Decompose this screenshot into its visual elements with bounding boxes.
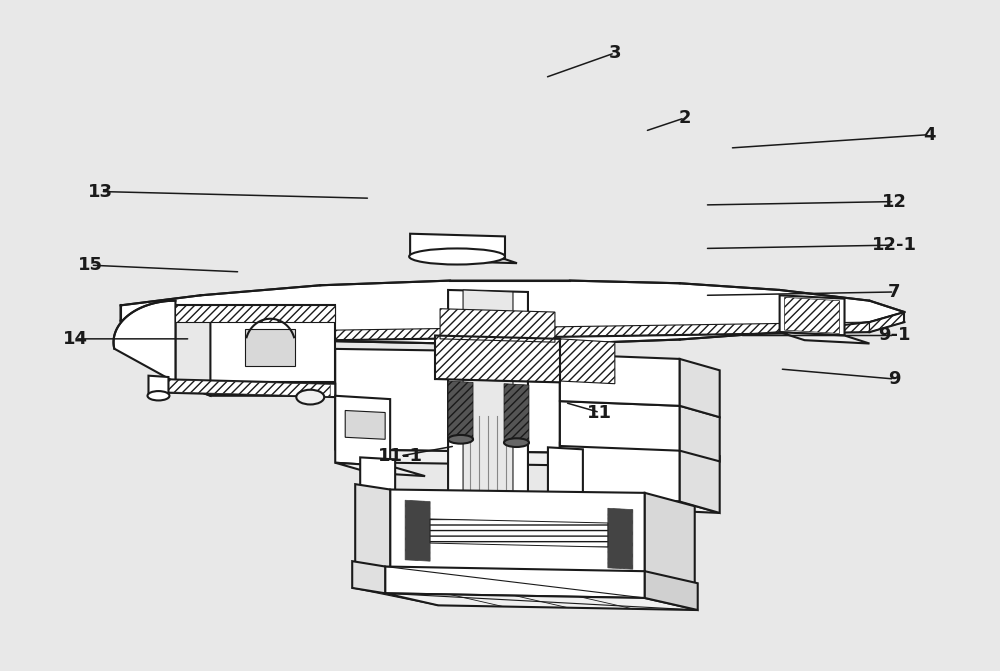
Polygon shape [410,256,517,263]
Polygon shape [410,234,505,259]
Text: 4: 4 [923,125,936,144]
Polygon shape [385,566,645,598]
Polygon shape [355,484,390,570]
Text: 9: 9 [888,370,901,388]
Polygon shape [121,280,904,344]
Polygon shape [680,359,720,417]
Polygon shape [160,380,330,397]
Text: 13: 13 [88,183,113,201]
Polygon shape [335,349,560,453]
Polygon shape [560,339,615,384]
Polygon shape [345,411,385,440]
Ellipse shape [360,500,396,512]
Polygon shape [645,493,695,586]
Polygon shape [869,312,904,332]
Ellipse shape [296,390,324,405]
Polygon shape [435,336,560,382]
Polygon shape [390,570,695,586]
Text: 9-1: 9-1 [878,327,911,344]
Polygon shape [645,571,698,610]
Ellipse shape [409,248,505,264]
Polygon shape [175,382,370,396]
Polygon shape [548,448,583,515]
Polygon shape [608,508,633,569]
Polygon shape [448,290,528,595]
Polygon shape [360,458,395,508]
Polygon shape [448,381,473,441]
Polygon shape [680,406,720,462]
Polygon shape [335,396,390,466]
Polygon shape [200,322,869,342]
Polygon shape [175,305,335,382]
Text: 2: 2 [678,109,691,127]
Text: 12: 12 [882,193,907,211]
Polygon shape [335,463,425,476]
Text: 11-1: 11-1 [378,447,423,465]
Text: 15: 15 [78,256,103,274]
Polygon shape [114,301,175,382]
Text: 14: 14 [63,330,88,348]
Polygon shape [463,290,513,595]
Polygon shape [680,446,720,513]
Ellipse shape [147,391,169,401]
Polygon shape [785,297,840,333]
Polygon shape [405,500,430,561]
Polygon shape [560,354,680,406]
Text: 11: 11 [587,403,612,421]
Text: 12-1: 12-1 [872,236,917,254]
Polygon shape [560,401,680,451]
Polygon shape [121,321,200,342]
Polygon shape [560,443,680,501]
Text: 7: 7 [888,283,901,301]
Polygon shape [504,384,529,444]
Text: 3: 3 [609,44,621,62]
Polygon shape [148,376,168,397]
Polygon shape [155,379,335,397]
Polygon shape [440,309,555,342]
Polygon shape [175,305,335,322]
Ellipse shape [504,438,529,447]
Polygon shape [560,352,615,466]
Polygon shape [245,329,295,366]
Polygon shape [780,332,869,344]
Ellipse shape [448,435,473,444]
Polygon shape [175,305,210,396]
Polygon shape [352,561,385,593]
Polygon shape [385,593,698,610]
Polygon shape [430,519,608,547]
Ellipse shape [547,507,583,519]
Polygon shape [390,490,645,573]
Polygon shape [780,295,845,336]
Polygon shape [335,450,615,466]
Polygon shape [560,497,720,513]
